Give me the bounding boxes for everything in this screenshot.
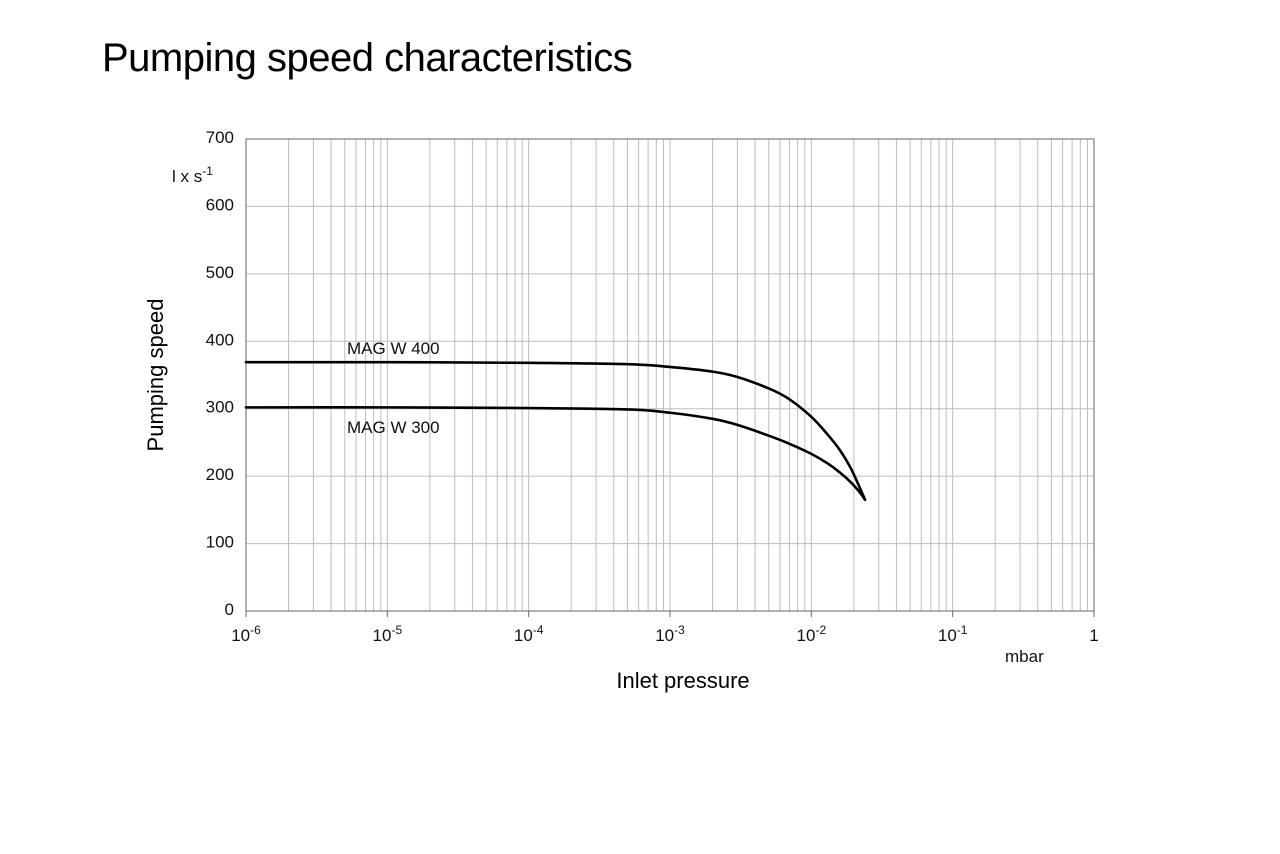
y-tick-label: 700 bbox=[206, 128, 234, 147]
x-tick-label: 10-3 bbox=[655, 623, 685, 645]
y-tick-label: 500 bbox=[206, 263, 234, 282]
y-tick-label: 300 bbox=[206, 398, 234, 417]
x-tick-label: 1 bbox=[1089, 626, 1098, 645]
y-axis-unit: l x s-1 bbox=[172, 164, 213, 186]
y-tick-label: 0 bbox=[225, 600, 234, 619]
x-axis-title: Inlet pressure bbox=[616, 668, 749, 693]
x-tick-labels: 10-6 10-5 10-4 10-3 10-2 10-1 1 bbox=[231, 623, 1099, 645]
chart-title: Pumping speed characteristics bbox=[102, 36, 633, 80]
y-tick-label: 400 bbox=[206, 330, 234, 349]
series-lines bbox=[244, 360, 867, 502]
y-tick-label: 600 bbox=[206, 195, 234, 214]
x-tick-label: 10-4 bbox=[514, 623, 544, 645]
y-tick-label: 200 bbox=[206, 465, 234, 484]
y-axis-title: Pumping speed bbox=[143, 299, 168, 452]
series-line-mag-w-400 bbox=[244, 360, 867, 502]
x-axis-unit: mbar bbox=[1005, 647, 1044, 666]
x-tick-label: 10-6 bbox=[231, 623, 261, 645]
y-tick-label: 100 bbox=[206, 533, 234, 552]
series-line-mag-w-300 bbox=[244, 406, 867, 502]
x-tick-label: 10-2 bbox=[797, 623, 827, 645]
grid-lines bbox=[245, 138, 1094, 612]
series-label-mag-w-300: MAG W 300 bbox=[347, 418, 440, 437]
series-label-mag-w-400: MAG W 400 bbox=[347, 339, 440, 358]
y-tick-labels: 0 100 200 300 400 500 600 700 bbox=[206, 128, 1095, 619]
x-tick-label: 10-5 bbox=[373, 623, 403, 645]
x-tick-label: 10-1 bbox=[938, 623, 968, 645]
